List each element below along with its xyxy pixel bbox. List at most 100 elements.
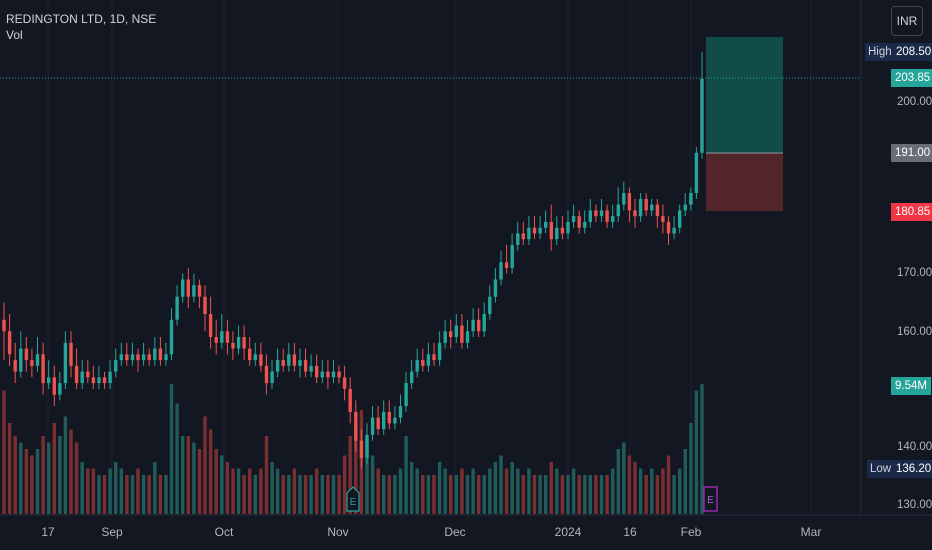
candle-body [354, 411, 358, 441]
candle-body [437, 342, 442, 361]
loss-zone[interactable] [706, 153, 783, 211]
time-tick-label: 2024 [555, 525, 582, 539]
volume-bar [136, 468, 140, 514]
volume-bar [164, 475, 168, 514]
volume-bar [633, 462, 637, 514]
candle-body [566, 221, 570, 234]
candle-body [208, 314, 213, 337]
volume-bar [683, 449, 687, 514]
symbol-title[interactable]: REDINGTON LTD, 1D, NSE [6, 12, 157, 26]
candle-body [141, 354, 146, 361]
candle-body [549, 221, 553, 240]
candle-body [421, 360, 425, 366]
volume-bar [24, 449, 29, 514]
candle-body [599, 210, 604, 217]
time-tick-label: 16 [623, 525, 637, 539]
candle-body [638, 198, 643, 217]
time-tick-label: Oct [215, 525, 234, 539]
volume-bar [309, 475, 313, 514]
price-tick-label: 160.00 [897, 326, 932, 338]
volume-bar [181, 436, 185, 514]
candle-body [220, 331, 224, 343]
candle-body [287, 354, 291, 366]
volume-bar [270, 462, 274, 514]
candle-body [102, 377, 107, 384]
volume-bar [482, 475, 486, 514]
volume-bar [119, 468, 123, 514]
volume-bar [186, 436, 190, 514]
volume-bar [650, 468, 654, 514]
volume-indicator-label[interactable]: Vol [6, 28, 23, 42]
earnings-marker-feb[interactable]: E [703, 486, 718, 512]
volume-bar [622, 442, 626, 514]
volume-bar [220, 455, 224, 514]
candle-body [627, 193, 632, 211]
candle-body [175, 296, 179, 320]
volume-bar [432, 475, 436, 514]
candles [2, 52, 704, 469]
volume-bar [102, 475, 107, 514]
volume-bar [52, 423, 56, 514]
candle-body [616, 204, 620, 217]
candle-body [30, 360, 34, 366]
volume-bar [331, 475, 336, 514]
volume-bar [549, 462, 553, 514]
candle-body [370, 417, 375, 435]
candle-body [259, 354, 263, 366]
price-tick-label: 140.00 [897, 441, 932, 453]
candle-body [510, 244, 514, 268]
candle-body [298, 360, 302, 366]
candle-body [499, 262, 503, 280]
candle-body [41, 354, 45, 384]
earnings-marker-nov[interactable]: E [346, 486, 360, 512]
price-tick-label: 170.00 [897, 267, 932, 279]
candle-body [114, 360, 118, 372]
time-tick-label: Feb [681, 525, 702, 539]
volume-bar [454, 475, 458, 514]
candle-body [443, 331, 447, 343]
candle-body [493, 279, 498, 297]
volume-bar [410, 462, 414, 514]
volume-bar [74, 442, 79, 514]
volume-bar [387, 475, 391, 514]
candle-body [661, 216, 665, 222]
volume-bar [493, 462, 498, 514]
volume-bar [599, 475, 604, 514]
volume-bar [555, 468, 559, 514]
volume-bar [303, 475, 308, 514]
time-tick-label: Dec [444, 525, 465, 539]
profit-zone[interactable] [706, 37, 783, 153]
currency-button[interactable]: INR [891, 6, 923, 36]
candle-body [594, 210, 598, 217]
volume-bar [421, 475, 425, 514]
candle-body [164, 354, 168, 361]
candle-body [320, 371, 324, 378]
volume-bar [532, 475, 537, 514]
candle-body [309, 365, 313, 372]
candle-body [560, 227, 565, 234]
candle-body [52, 377, 56, 395]
candle-body [13, 360, 17, 372]
volume-bar [672, 475, 676, 514]
candle-body [672, 227, 676, 234]
candle-body [97, 377, 101, 384]
volume-bar [236, 468, 241, 514]
candle-body [130, 354, 135, 361]
time-tick-label: 17 [41, 525, 55, 539]
candle-body [583, 221, 587, 228]
volume-bar [158, 475, 163, 514]
high-value: 208.50 [893, 43, 932, 61]
candle-body [63, 342, 68, 384]
volume-bar [398, 468, 403, 514]
candle-body [404, 383, 408, 407]
time-tick-label: Nov [327, 525, 348, 539]
candle-body [650, 204, 654, 211]
candle-body [236, 337, 241, 349]
candle-body [91, 377, 96, 384]
candle-body [376, 417, 380, 430]
candle-body [136, 354, 140, 361]
volume-bar [605, 475, 609, 514]
candle-body [292, 354, 297, 366]
candle-body [471, 319, 475, 332]
